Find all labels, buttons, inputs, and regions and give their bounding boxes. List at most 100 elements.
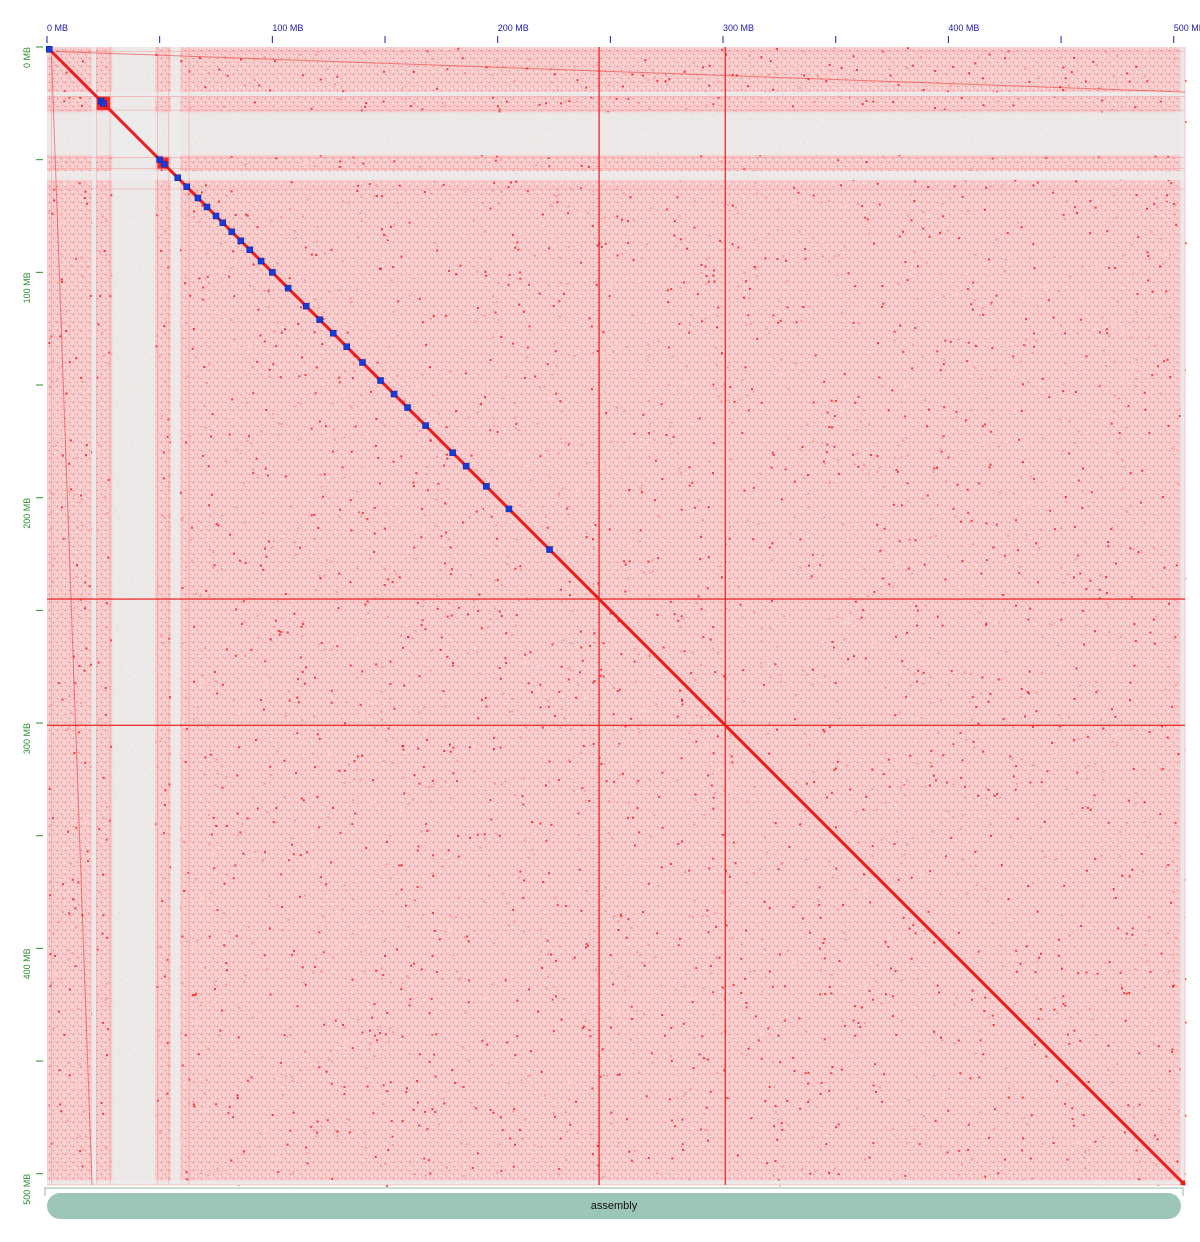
contact-speckle xyxy=(89,295,92,297)
contact-speckle xyxy=(63,100,66,103)
contact-speckle xyxy=(806,535,808,538)
contact-speckle xyxy=(1103,777,1106,780)
contact-speckle xyxy=(489,429,492,432)
contact-speckle xyxy=(390,279,393,282)
contact-speckle xyxy=(744,555,746,558)
contact-speckle xyxy=(772,812,775,815)
contact-speckle xyxy=(700,664,703,667)
contact-speckle xyxy=(830,399,833,402)
contact-speckle xyxy=(1029,607,1032,610)
contact-speckle xyxy=(548,165,551,168)
contact-speckle xyxy=(1066,161,1069,164)
contact-speckle xyxy=(567,205,570,208)
contact-speckle xyxy=(80,638,83,641)
contact-speckle xyxy=(1102,416,1105,419)
contact-speckle xyxy=(889,803,892,806)
contact-speckle xyxy=(615,345,618,348)
contact-speckle xyxy=(537,665,539,668)
contact-speckle xyxy=(1076,771,1079,774)
contact-speckle xyxy=(1049,73,1052,76)
contact-speckle xyxy=(707,774,710,777)
contact-speckle xyxy=(223,767,225,770)
contact-speckle xyxy=(998,1114,1001,1117)
contact-speckle xyxy=(276,904,279,907)
contact-speckle xyxy=(192,1081,195,1084)
contact-speckle xyxy=(802,291,805,294)
contact-speckle xyxy=(584,799,587,802)
contact-speckle xyxy=(681,1118,684,1121)
contact-speckle xyxy=(660,787,663,790)
contact-speckle xyxy=(828,726,831,728)
contact-speckle xyxy=(828,426,831,428)
contact-speckle xyxy=(942,295,945,298)
contact-speckle xyxy=(590,833,593,836)
contact-speckle xyxy=(776,258,779,260)
contact-speckle xyxy=(966,627,969,630)
contact-speckle xyxy=(1120,983,1123,986)
contact-speckle xyxy=(1132,581,1135,584)
contact-speckle xyxy=(730,755,733,758)
contact-speckle xyxy=(222,1059,225,1062)
contact-speckle xyxy=(956,568,959,571)
contact-speckle xyxy=(823,380,826,383)
contact-speckle xyxy=(200,964,203,967)
contact-speckle xyxy=(834,681,837,684)
contact-speckle xyxy=(444,856,447,859)
contact-speckle xyxy=(685,107,688,110)
contact-speckle xyxy=(286,631,289,634)
contact-speckle xyxy=(607,84,610,87)
contact-speckle xyxy=(184,483,187,486)
contact-speckle xyxy=(398,576,401,579)
contact-speckle xyxy=(269,731,272,734)
contact-speckle xyxy=(501,1129,504,1132)
contact-speckle xyxy=(1026,1057,1029,1059)
contact-speckle xyxy=(1041,437,1044,440)
contact-speckle xyxy=(50,984,52,987)
contact-speckle xyxy=(479,1150,481,1153)
contact-speckle xyxy=(191,526,193,529)
contact-speckle xyxy=(900,979,903,982)
contact-speckle xyxy=(361,103,364,106)
contact-speckle xyxy=(274,619,277,622)
contact-speckle xyxy=(643,1136,646,1139)
contact-speckle xyxy=(700,264,703,267)
contact-speckle xyxy=(825,1085,828,1088)
contact-speckle xyxy=(292,599,295,602)
contact-speckle xyxy=(771,562,774,565)
contact-speckle xyxy=(969,797,972,800)
contact-speckle xyxy=(452,954,455,957)
contact-speckle xyxy=(416,385,419,388)
contact-speckle xyxy=(956,1115,959,1118)
contact-speckle xyxy=(1069,1016,1072,1019)
contact-speckle xyxy=(290,505,293,508)
contact-speckle xyxy=(767,232,770,235)
contact-speckle xyxy=(987,976,990,979)
contact-speckle xyxy=(473,770,476,773)
contact-speckle xyxy=(1055,328,1058,331)
contact-speckle xyxy=(461,597,464,600)
contact-speckle xyxy=(661,478,664,480)
contact-speckle xyxy=(279,566,282,569)
contact-speckle xyxy=(971,1103,974,1106)
contact-speckle xyxy=(576,1131,579,1134)
contact-speckle xyxy=(431,955,434,957)
contact-speckle xyxy=(494,159,497,162)
contact-speckle xyxy=(653,499,656,502)
contact-speckle xyxy=(595,284,598,286)
contact-speckle xyxy=(790,893,793,896)
contact-speckle xyxy=(725,608,728,610)
contact-speckle xyxy=(218,68,221,71)
contact-speckle xyxy=(823,516,826,519)
contact-speckle xyxy=(941,1039,944,1042)
contact-speckle xyxy=(476,270,479,273)
contact-speckle xyxy=(903,794,906,797)
contact-speckle xyxy=(1077,554,1080,557)
contact-speckle xyxy=(771,626,774,628)
contact-speckle xyxy=(803,74,806,77)
contact-speckle xyxy=(1134,385,1137,387)
contact-speckle xyxy=(432,70,435,73)
contact-speckle xyxy=(829,322,832,325)
contact-speckle xyxy=(353,370,356,373)
contact-speckle xyxy=(811,1136,814,1139)
